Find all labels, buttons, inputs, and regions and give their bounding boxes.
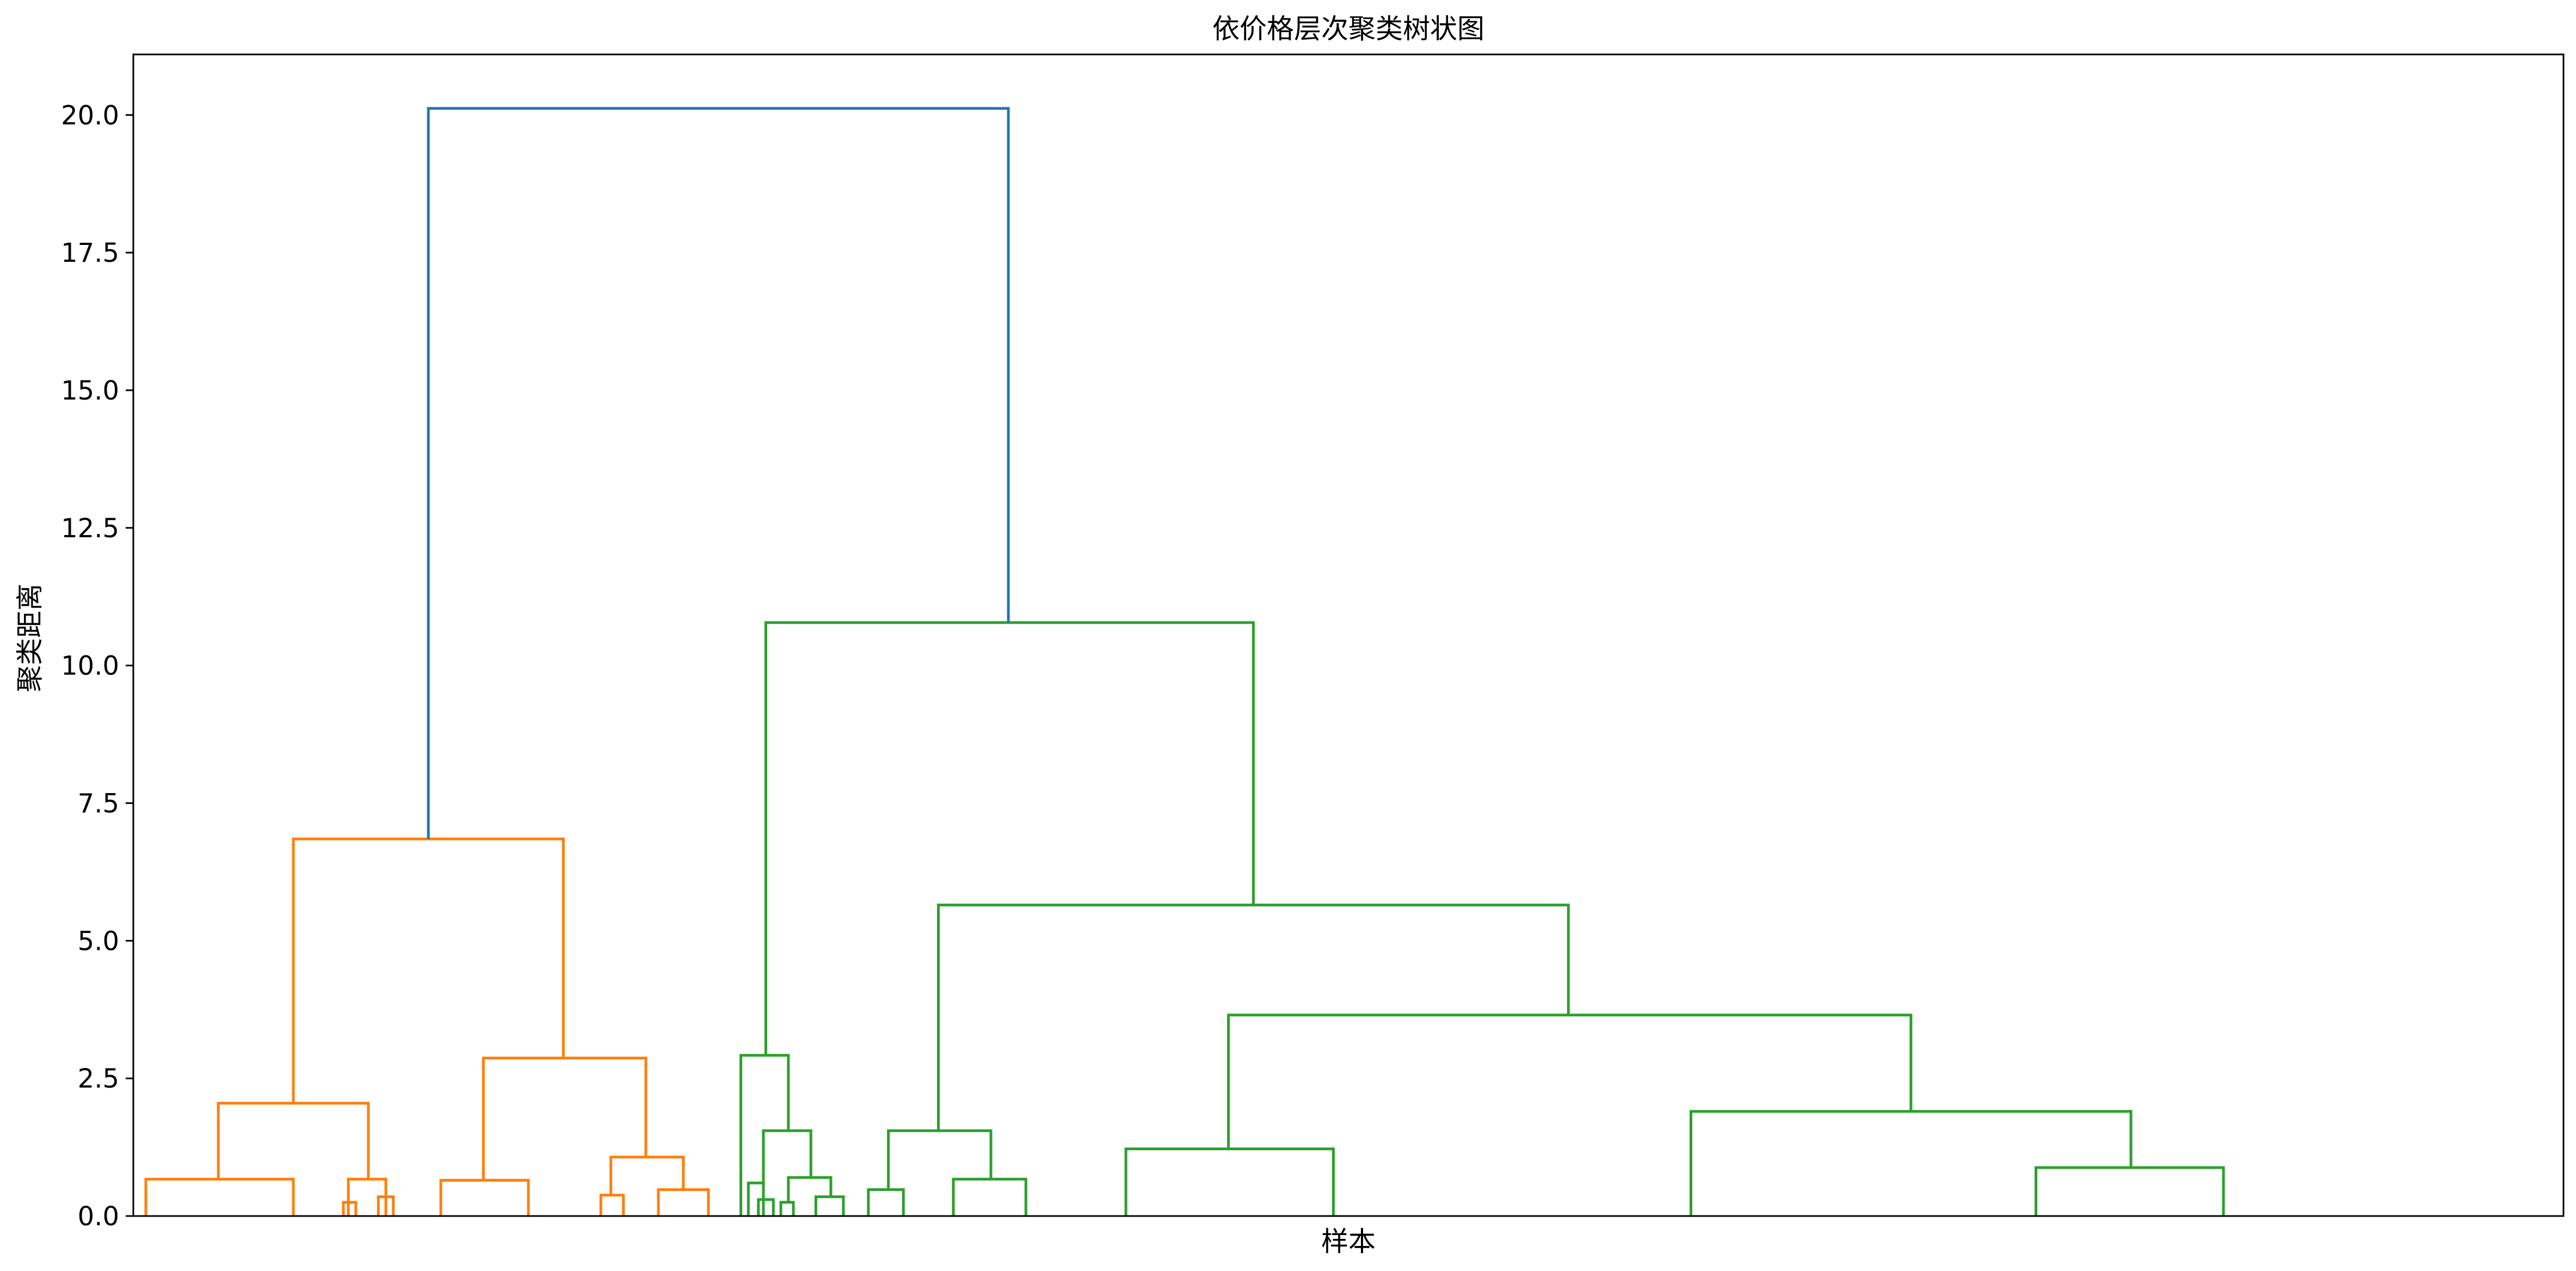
dendrogram-link-22	[2035, 1166, 2225, 1216]
y-tick-label: 12.5	[61, 513, 119, 544]
dendrogram-link-4	[217, 1102, 370, 1180]
dendrogram-link-9	[482, 1057, 648, 1181]
chart-title: 依价格层次聚类树状图	[1212, 13, 1484, 45]
dendrogram-link-7	[657, 1188, 710, 1216]
y-tick-label: 7.5	[78, 788, 119, 819]
dendrogram-link-19	[952, 1177, 1027, 1216]
dendrogram-link-16	[762, 1129, 812, 1183]
y-axis-ticks: 0.0 2.5 5.0 7.5 10.0 12.5 15.0 17.5 20.0	[61, 100, 133, 1232]
dendrogram-links	[144, 107, 2225, 1216]
dendrogram-link-18	[867, 1188, 905, 1216]
y-tick-label: 20.0	[61, 100, 119, 131]
plot-frame	[132, 53, 2565, 1217]
dendrogram-link-25	[937, 904, 1570, 1131]
dendrogram-link-13	[779, 1201, 795, 1216]
dendrogram-link-14	[814, 1195, 845, 1216]
dendrogram-link-24	[1227, 1014, 1913, 1149]
y-tick-label: 0.0	[78, 1201, 119, 1232]
y-tick-label: 10.0	[61, 651, 119, 681]
dendrogram-link-6	[599, 1194, 625, 1216]
dendrogram-link-12	[757, 1198, 775, 1216]
dendrogram-link-20	[887, 1129, 993, 1190]
y-tick-label: 15.0	[61, 376, 119, 406]
y-tick-label: 17.5	[61, 238, 119, 268]
dendrogram-link-21	[1124, 1147, 1335, 1216]
y-axis-label: 聚类距离	[14, 584, 46, 692]
dendrogram-link-10	[292, 837, 565, 1103]
dendrogram-link-0	[144, 1177, 295, 1216]
dendrogram-link-15	[787, 1176, 833, 1202]
y-tick-label: 5.0	[78, 926, 119, 956]
dendrogram-link-26	[764, 621, 1255, 1055]
dendrogram-link-27	[427, 107, 1010, 839]
dendrogram-link-5	[439, 1178, 530, 1216]
dendrogram-link-23	[1690, 1110, 2133, 1216]
y-tick-label: 2.5	[78, 1064, 119, 1094]
x-axis-label: 样本	[1321, 1226, 1376, 1257]
